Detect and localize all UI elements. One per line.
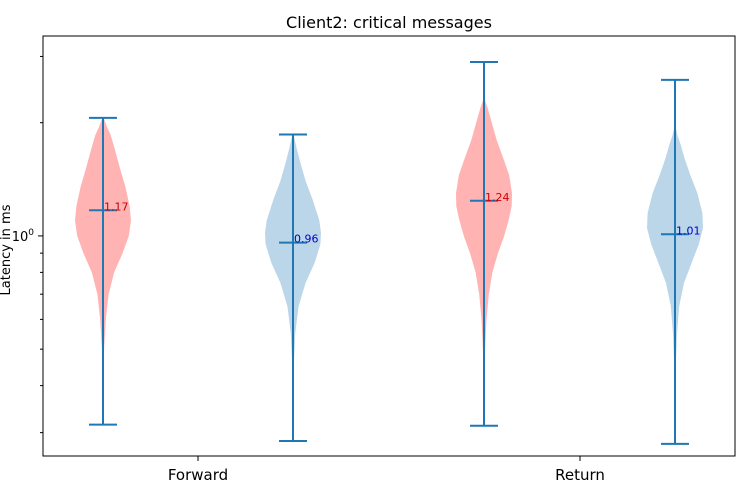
chart-title: Client2: critical messages xyxy=(286,13,492,32)
y-axis-label: Latency in ms xyxy=(0,204,14,295)
median-label-3: 1.24 xyxy=(485,191,510,204)
median-label-4: 1.01 xyxy=(676,224,701,237)
median-label-1: 1.17 xyxy=(104,200,129,213)
median-label-2: 0.96 xyxy=(294,233,319,246)
plot-area: 1.17 0.96 1.24 1.01 xyxy=(75,60,703,445)
plot-frame xyxy=(42,35,736,457)
y-tick-label: 100 xyxy=(12,228,35,245)
y-axis: 100 xyxy=(12,55,581,461)
x-tick-label-forward: Forward xyxy=(168,466,228,484)
x-tick-label-return: Return xyxy=(555,466,605,484)
